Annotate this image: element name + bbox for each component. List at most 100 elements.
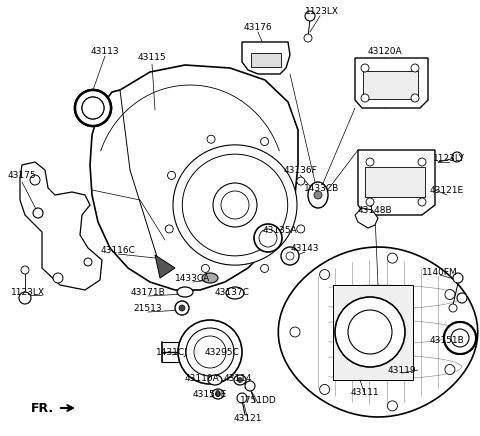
Circle shape (290, 327, 300, 337)
Ellipse shape (234, 375, 246, 385)
Text: 43111: 43111 (351, 388, 379, 396)
Text: 43120A: 43120A (368, 48, 402, 57)
Text: 1123LX: 1123LX (305, 7, 339, 17)
Bar (251, 53, 281, 67)
Circle shape (297, 177, 305, 185)
Polygon shape (358, 150, 435, 215)
Text: 43121E: 43121E (430, 185, 464, 194)
Circle shape (418, 158, 426, 166)
Circle shape (304, 34, 312, 42)
Circle shape (286, 252, 294, 260)
Circle shape (320, 385, 330, 395)
Text: 43110A: 43110A (185, 374, 219, 382)
Text: 43119: 43119 (388, 365, 416, 375)
Text: 43143: 43143 (291, 243, 319, 252)
Text: 43295C: 43295C (204, 347, 240, 357)
Text: 43171B: 43171B (131, 287, 166, 296)
Circle shape (245, 381, 255, 391)
Bar (365, 167, 425, 197)
Text: 43136F: 43136F (283, 166, 317, 174)
Circle shape (53, 273, 63, 283)
Text: 43175: 43175 (8, 170, 36, 180)
Circle shape (453, 273, 463, 283)
Polygon shape (90, 65, 298, 290)
Circle shape (361, 94, 369, 102)
Text: 43150E: 43150E (193, 389, 227, 399)
Circle shape (366, 198, 374, 206)
Bar (362, 71, 418, 99)
Circle shape (411, 94, 419, 102)
Circle shape (179, 305, 185, 311)
Text: 1140FM: 1140FM (422, 268, 458, 276)
Text: 43113: 43113 (91, 48, 120, 57)
Ellipse shape (194, 336, 226, 368)
Text: 43137C: 43137C (215, 287, 250, 296)
Circle shape (445, 290, 455, 300)
Circle shape (445, 364, 455, 375)
Polygon shape (355, 58, 428, 108)
Circle shape (84, 258, 92, 266)
Ellipse shape (182, 154, 288, 256)
Circle shape (305, 11, 315, 21)
Ellipse shape (178, 320, 242, 384)
Text: FR.: FR. (30, 402, 54, 415)
Text: 1431CJ: 1431CJ (156, 347, 188, 357)
Circle shape (261, 138, 269, 146)
Ellipse shape (202, 273, 218, 283)
Ellipse shape (259, 229, 277, 247)
Polygon shape (355, 208, 378, 228)
Text: 43116C: 43116C (101, 245, 135, 255)
Polygon shape (242, 42, 290, 74)
Ellipse shape (82, 97, 104, 119)
Ellipse shape (212, 389, 224, 399)
Ellipse shape (348, 310, 392, 354)
Polygon shape (155, 255, 175, 278)
Text: 21513: 21513 (134, 303, 162, 313)
Ellipse shape (177, 287, 193, 297)
Ellipse shape (75, 90, 111, 126)
Circle shape (202, 265, 209, 272)
Ellipse shape (308, 182, 328, 208)
Text: 43151B: 43151B (430, 335, 464, 344)
Ellipse shape (226, 287, 244, 299)
Circle shape (19, 292, 31, 304)
Circle shape (261, 265, 269, 272)
Text: 43135A: 43135A (263, 225, 298, 235)
Ellipse shape (75, 90, 111, 126)
Circle shape (207, 135, 215, 143)
Text: 43115: 43115 (138, 54, 166, 62)
Circle shape (33, 208, 43, 218)
Ellipse shape (335, 297, 405, 367)
Ellipse shape (281, 247, 299, 265)
Polygon shape (278, 247, 478, 417)
Circle shape (237, 393, 247, 403)
Circle shape (411, 64, 419, 72)
Circle shape (361, 64, 369, 72)
Text: 1751DD: 1751DD (240, 395, 276, 405)
Circle shape (297, 225, 305, 233)
Text: 1433CA: 1433CA (175, 273, 211, 283)
Text: 43176: 43176 (244, 24, 272, 33)
Circle shape (168, 171, 176, 180)
Circle shape (387, 253, 397, 263)
Circle shape (452, 152, 462, 162)
Ellipse shape (444, 322, 476, 354)
Circle shape (366, 158, 374, 166)
Ellipse shape (451, 329, 469, 347)
Ellipse shape (208, 375, 222, 385)
Circle shape (320, 269, 330, 279)
Ellipse shape (175, 301, 189, 315)
Ellipse shape (444, 322, 476, 354)
Circle shape (314, 191, 322, 199)
Ellipse shape (221, 191, 249, 219)
Text: 1123LX: 1123LX (11, 287, 45, 296)
Circle shape (457, 293, 467, 303)
Circle shape (165, 225, 173, 233)
Text: 1433CB: 1433CB (304, 184, 340, 193)
Text: 43114: 43114 (224, 374, 252, 382)
Circle shape (30, 175, 40, 185)
Text: 43121: 43121 (234, 413, 262, 422)
Polygon shape (20, 162, 102, 290)
Circle shape (216, 392, 220, 396)
Text: 43148B: 43148B (358, 205, 392, 215)
